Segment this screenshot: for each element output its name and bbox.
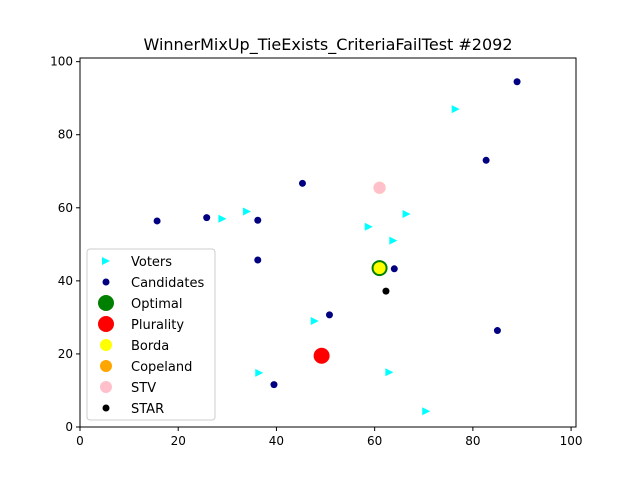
- legend-label-stv: STV: [131, 381, 156, 396]
- x-tick-label: 60: [367, 434, 382, 448]
- candidates-point: [298, 179, 306, 187]
- voters-point: [310, 317, 319, 326]
- legend-label-plurality: Plurality: [131, 318, 184, 333]
- candidates-point: [270, 381, 278, 389]
- y-tick-label: 80: [58, 128, 73, 142]
- plurality-point: [313, 347, 330, 364]
- candidates-point: [203, 214, 211, 222]
- voters-point: [422, 407, 431, 416]
- legend-marker-copeland: [100, 360, 112, 372]
- stv-point: [373, 181, 386, 194]
- voters-point: [255, 368, 264, 377]
- y-axis-ticks: 0 20 40 60 80 100: [50, 55, 80, 434]
- legend-label-borda: Borda: [131, 339, 169, 354]
- voters-point: [218, 214, 227, 223]
- voters-point: [242, 207, 251, 216]
- legend-marker-voters: [102, 257, 110, 265]
- voters-point: [364, 222, 373, 231]
- legend-label-candidates: Candidates: [131, 276, 204, 291]
- candidates-point: [513, 78, 521, 86]
- legend-marker-candidates: [102, 278, 110, 286]
- x-tick-label: 100: [560, 434, 583, 448]
- voters-point: [389, 236, 398, 245]
- y-tick-label: 40: [58, 274, 73, 288]
- y-tick-label: 20: [58, 347, 73, 361]
- candidates-point: [254, 256, 262, 264]
- y-tick-label: 0: [65, 420, 73, 434]
- x-tick-label: 40: [269, 434, 284, 448]
- y-tick-label: 100: [50, 55, 73, 69]
- y-tick-label: 60: [58, 201, 73, 215]
- legend-marker-star: [102, 404, 110, 412]
- x-tick-label: 0: [76, 434, 84, 448]
- candidates-point: [482, 156, 490, 164]
- borda-point: [373, 262, 386, 275]
- legend: Voters Candidates Optimal Plurality Borda Cop…: [86, 248, 216, 421]
- candidates-point: [325, 311, 333, 319]
- plot-area-frame: [79, 57, 577, 428]
- legend-marker-optimal: [98, 295, 114, 311]
- candidates-point: [493, 327, 501, 335]
- legend-marker-plurality: [98, 316, 114, 332]
- legend-box: [86, 248, 216, 421]
- legend-label-copeland: Copeland: [131, 360, 192, 375]
- data-points: [153, 78, 521, 416]
- candidates-point: [153, 217, 161, 225]
- legend-marker-stv: [100, 381, 112, 393]
- x-tick-label: 80: [465, 434, 480, 448]
- x-axis-ticks: 0 20 40 60 80 100: [76, 427, 583, 448]
- voters-point: [451, 105, 460, 114]
- voters-point: [402, 210, 411, 219]
- candidates-point: [254, 216, 262, 224]
- chart-title: WinnerMixUp_TieExists_CriteriaFailTest #…: [143, 35, 512, 55]
- star-point: [382, 287, 390, 295]
- legend-label-optimal: Optimal: [131, 297, 182, 312]
- legend-label-star: STAR: [131, 402, 164, 417]
- voters-point: [385, 368, 394, 377]
- x-tick-label: 20: [171, 434, 186, 448]
- legend-label-voters: Voters: [131, 255, 172, 270]
- candidates-point: [390, 265, 398, 273]
- legend-marker-borda: [100, 339, 112, 351]
